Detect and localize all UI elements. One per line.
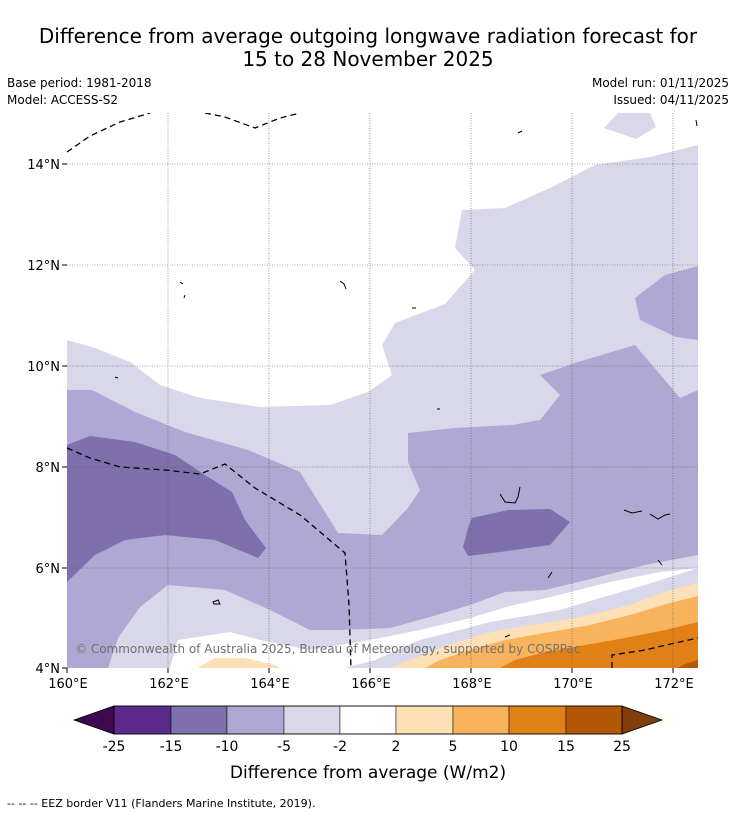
eez-legend-footer: -- -- -- EEZ border V11 (Flanders Marine… — [7, 797, 316, 810]
contour-plus10-to-plus15 — [500, 622, 698, 668]
colorbar-tick-label: 5 — [449, 739, 458, 755]
base-period-label: Base period: 1981-2018 — [7, 76, 152, 90]
colorbar: -25 -15 -10 -5 -2 2 5 10 15 25 Differenc… — [72, 705, 664, 783]
colorbar-extend-left — [72, 705, 115, 735]
map-title-line-1: Difference from average outgoing longwav… — [38, 24, 698, 48]
x-tick-label: 170°E — [553, 677, 593, 692]
colorbar-segment — [226, 705, 285, 735]
x-tick-label: 172°E — [654, 677, 694, 692]
contour-minus10-to-minus5-east — [635, 266, 698, 340]
y-tick-label: 6°N — [36, 562, 61, 577]
colorbar-tick-label: -25 — [103, 739, 126, 755]
contour-minus15-to-minus10-west — [67, 436, 266, 582]
y-tick-label: 10°N — [27, 360, 60, 375]
colorbar-segment — [339, 705, 397, 735]
x-tick-label: 168°E — [452, 677, 492, 692]
colorbar-tick-label: 15 — [557, 739, 575, 755]
colorbar-tick-label: -10 — [216, 739, 239, 755]
colorbar-segment — [452, 705, 510, 735]
x-tick-label: 164°E — [250, 677, 290, 692]
island-outlines — [114, 119, 698, 638]
colorbar-segment — [283, 705, 341, 735]
x-tick-label: 162°E — [149, 677, 189, 692]
copyright-text: © Commonwealth of Australia 2025, Bureau… — [75, 642, 580, 656]
contour-plus15-to-plus25 — [678, 660, 698, 668]
contour-minus15-to-minus10-east — [463, 509, 570, 556]
map-title-line-2: 15 to 28 November 2025 — [242, 47, 494, 71]
x-tick-label: 166°E — [351, 677, 391, 692]
colorbar-tick-label: 2 — [392, 739, 401, 755]
colorbar-tick-label: 25 — [613, 739, 631, 755]
contour-minus5-to-minus2-north — [604, 113, 656, 139]
y-tick-label: 12°N — [27, 259, 60, 274]
colorbar-segment — [113, 705, 172, 735]
colorbar-segment — [395, 705, 454, 735]
contour-minus10-to-minus5 — [67, 345, 698, 668]
model-label: Model: ACCESS-S2 — [7, 93, 119, 107]
x-tick-label: 160°E — [48, 677, 88, 692]
colorbar-tick-label: -5 — [277, 739, 291, 755]
colorbar-tick-label: -2 — [333, 739, 347, 755]
gridlines — [67, 113, 698, 668]
issued-label: Issued: 04/11/2025 — [613, 93, 729, 107]
colorbar-segment — [508, 705, 567, 735]
colorbar-tick-label: 10 — [500, 739, 518, 755]
axis-ticks — [62, 163, 674, 673]
colorbar-segment — [170, 705, 228, 735]
colorbar-tick-label: -15 — [160, 739, 183, 755]
model-run-label: Model run: 01/11/2025 — [591, 76, 729, 90]
colorbar-extend-right — [621, 705, 664, 735]
eez-borders — [67, 113, 698, 668]
y-tick-label: 14°N — [27, 158, 60, 173]
y-tick-label: 4°N — [36, 662, 61, 677]
anomaly-contours — [67, 113, 698, 668]
contour-plus2-to-plus5-sw — [197, 658, 280, 668]
y-tick-label: 8°N — [36, 461, 61, 476]
colorbar-label: Difference from average (W/m2) — [230, 763, 506, 783]
colorbar-segment — [565, 705, 623, 735]
